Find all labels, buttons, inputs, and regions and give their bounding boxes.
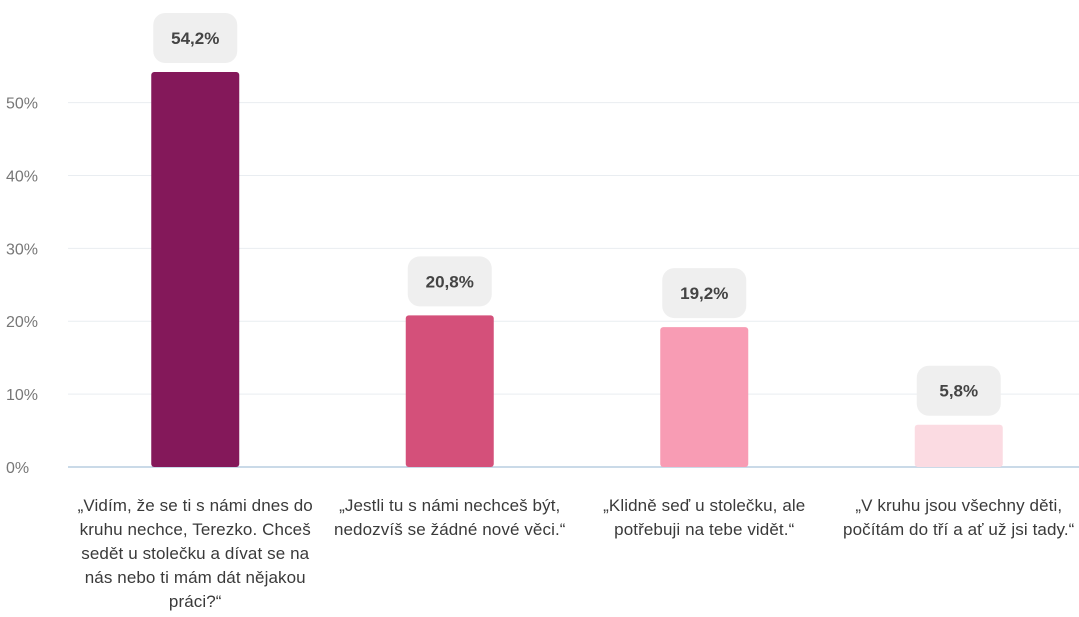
y-tick-label: 20%: [6, 314, 38, 331]
data-label-background: [153, 13, 238, 63]
data-label-background: [662, 268, 747, 319]
data-label-background: [916, 365, 1001, 416]
x-category-label: „Jestli tu s námi nechceš být, nedozvíš …: [333, 496, 566, 539]
bar: [914, 424, 1003, 467]
y-tick-label: 30%: [6, 241, 38, 258]
x-category-label: „V kruhu jsou všechny děti, počítám do t…: [843, 496, 1075, 539]
y-tick-label: 50%: [6, 96, 38, 113]
bar: [405, 315, 494, 467]
x-category-label: „Vidím, že se ti s námi dnes do kruhu ne…: [77, 496, 313, 611]
y-tick-label: 0%: [6, 460, 29, 477]
bar: [660, 327, 749, 467]
data-label: 19,2%: [680, 284, 728, 303]
data-label-background: [407, 256, 492, 307]
y-tick-label: 40%: [6, 168, 38, 185]
x-category-label: „Klidně seď u stolečku, ale potřebuji na…: [603, 496, 806, 539]
data-label: 5,8%: [939, 382, 978, 401]
data-label: 20,8%: [426, 272, 474, 291]
data-label: 54,2%: [171, 29, 219, 48]
y-tick-label: 10%: [6, 387, 38, 404]
bar: [151, 72, 240, 467]
